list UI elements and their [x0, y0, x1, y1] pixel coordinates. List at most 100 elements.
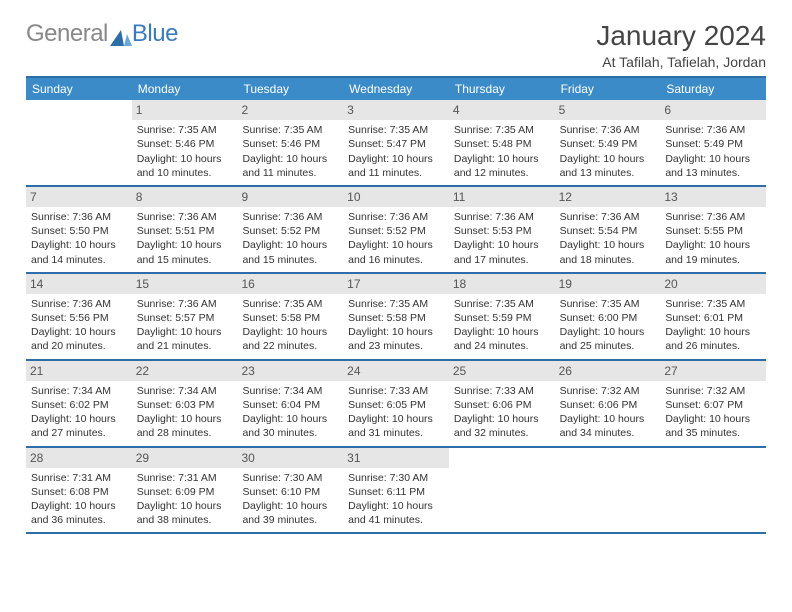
daylight1-text: Daylight: 10 hours: [242, 325, 338, 339]
daylight2-text: and 15 minutes.: [242, 253, 338, 267]
week-row: 21Sunrise: 7:34 AMSunset: 6:02 PMDayligh…: [26, 361, 766, 448]
sunset-text: Sunset: 5:55 PM: [665, 224, 761, 238]
sunrise-text: Sunrise: 7:36 AM: [560, 210, 656, 224]
sunrise-text: Sunrise: 7:32 AM: [560, 384, 656, 398]
daylight2-text: and 13 minutes.: [560, 166, 656, 180]
day-number: 10: [343, 187, 449, 207]
sunrise-text: Sunrise: 7:31 AM: [137, 471, 233, 485]
day-number: 6: [660, 100, 766, 120]
day-number: 27: [660, 361, 766, 381]
day-cell: [26, 100, 132, 185]
daylight1-text: Daylight: 10 hours: [348, 325, 444, 339]
sunset-text: Sunset: 6:00 PM: [560, 311, 656, 325]
day-number: 11: [449, 187, 555, 207]
sunrise-text: Sunrise: 7:34 AM: [31, 384, 127, 398]
sunset-text: Sunset: 5:58 PM: [348, 311, 444, 325]
calendar: Sunday Monday Tuesday Wednesday Thursday…: [26, 76, 766, 534]
weekday-label: Wednesday: [343, 78, 449, 100]
day-number: 14: [26, 274, 132, 294]
day-cell: 22 Sunrise: 7:34 AMSunset: 6:03 PMDayligh…: [132, 361, 238, 446]
sunset-text: Sunset: 5:53 PM: [454, 224, 550, 238]
week-row: 7Sunrise: 7:36 AMSunset: 5:50 PMDaylight…: [26, 187, 766, 274]
day-number: 1: [132, 100, 238, 120]
daylight2-text: and 25 minutes.: [560, 339, 656, 353]
sunrise-text: Sunrise: 7:36 AM: [31, 210, 127, 224]
sunrise-text: Sunrise: 7:30 AM: [242, 471, 338, 485]
day-number: 20: [660, 274, 766, 294]
sunset-text: Sunset: 5:54 PM: [560, 224, 656, 238]
daylight1-text: Daylight: 10 hours: [242, 499, 338, 513]
day-cell: 14Sunrise: 7:36 AMSunset: 5:56 PMDayligh…: [26, 274, 132, 359]
weeks-container: 1Sunrise: 7:35 AMSunset: 5:46 PMDaylight…: [26, 100, 766, 534]
sunset-text: Sunset: 5:49 PM: [560, 137, 656, 151]
location-text: At Tafilah, Tafielah, Jordan: [596, 54, 766, 70]
daylight1-text: Daylight: 10 hours: [137, 499, 233, 513]
daylight1-text: Daylight: 10 hours: [665, 238, 761, 252]
sunset-text: Sunset: 6:06 PM: [454, 398, 550, 412]
sunset-text: Sunset: 6:04 PM: [242, 398, 338, 412]
daylight1-text: Daylight: 10 hours: [454, 325, 550, 339]
day-number: 2: [237, 100, 343, 120]
weekday-label: Saturday: [660, 78, 766, 100]
day-number: 22: [132, 361, 238, 381]
day-number: 30: [237, 448, 343, 468]
sunrise-text: Sunrise: 7:34 AM: [137, 384, 233, 398]
week-row: 28Sunrise: 7:31 AMSunset: 6:08 PMDayligh…: [26, 448, 766, 535]
daylight1-text: Daylight: 10 hours: [242, 412, 338, 426]
sunset-text: Sunset: 6:07 PM: [665, 398, 761, 412]
daylight1-text: Daylight: 10 hours: [454, 412, 550, 426]
daylight1-text: Daylight: 10 hours: [348, 238, 444, 252]
daylight2-text: and 23 minutes.: [348, 339, 444, 353]
day-cell: 9Sunrise: 7:36 AMSunset: 5:52 PMDaylight…: [237, 187, 343, 272]
day-number: 31: [343, 448, 449, 468]
day-number: 24: [343, 361, 449, 381]
daylight2-text: and 11 minutes.: [242, 166, 338, 180]
daylight1-text: Daylight: 10 hours: [560, 152, 656, 166]
daylight1-text: Daylight: 10 hours: [348, 499, 444, 513]
day-cell: 8Sunrise: 7:36 AMSunset: 5:51 PMDaylight…: [132, 187, 238, 272]
day-cell: 28Sunrise: 7:31 AMSunset: 6:08 PMDayligh…: [26, 448, 132, 533]
daylight2-text: and 34 minutes.: [560, 426, 656, 440]
sunset-text: Sunset: 5:56 PM: [31, 311, 127, 325]
day-cell: 24Sunrise: 7:33 AMSunset: 6:05 PMDayligh…: [343, 361, 449, 446]
logo-text-general: General: [26, 20, 108, 48]
day-number: 21: [26, 361, 132, 381]
weekday-label: Friday: [555, 78, 661, 100]
sunrise-text: Sunrise: 7:35 AM: [242, 123, 338, 137]
daylight1-text: Daylight: 10 hours: [137, 238, 233, 252]
sunset-text: Sunset: 6:11 PM: [348, 485, 444, 499]
sunrise-text: Sunrise: 7:36 AM: [242, 210, 338, 224]
sunrise-text: Sunrise: 7:33 AM: [454, 384, 550, 398]
day-cell: 11Sunrise: 7:36 AMSunset: 5:53 PMDayligh…: [449, 187, 555, 272]
sunset-text: Sunset: 6:01 PM: [665, 311, 761, 325]
daylight1-text: Daylight: 10 hours: [560, 412, 656, 426]
sunset-text: Sunset: 5:48 PM: [454, 137, 550, 151]
daylight2-text: and 10 minutes.: [137, 166, 233, 180]
sunset-text: Sunset: 6:05 PM: [348, 398, 444, 412]
day-number: 7: [26, 187, 132, 207]
day-cell: 3Sunrise: 7:35 AMSunset: 5:47 PMDaylight…: [343, 100, 449, 185]
day-cell: [660, 448, 766, 533]
daylight2-text: and 16 minutes.: [348, 253, 444, 267]
daylight2-text: and 22 minutes.: [242, 339, 338, 353]
day-number: 23: [237, 361, 343, 381]
daylight2-text: and 41 minutes.: [348, 513, 444, 527]
daylight2-text: and 36 minutes.: [31, 513, 127, 527]
daylight1-text: Daylight: 10 hours: [137, 412, 233, 426]
day-cell: 2Sunrise: 7:35 AMSunset: 5:46 PMDaylight…: [237, 100, 343, 185]
weekday-label: Monday: [132, 78, 238, 100]
logo-text-blue: Blue: [132, 20, 178, 48]
sunset-text: Sunset: 6:03 PM: [137, 398, 233, 412]
day-number: 15: [132, 274, 238, 294]
day-cell: 17Sunrise: 7:35 AMSunset: 5:58 PMDayligh…: [343, 274, 449, 359]
day-cell: 21Sunrise: 7:34 AMSunset: 6:02 PMDayligh…: [26, 361, 132, 446]
daylight1-text: Daylight: 10 hours: [560, 325, 656, 339]
day-cell: 30Sunrise: 7:30 AMSunset: 6:10 PMDayligh…: [237, 448, 343, 533]
logo: General Blue: [26, 20, 178, 48]
day-cell: 15Sunrise: 7:36 AMSunset: 5:57 PMDayligh…: [132, 274, 238, 359]
daylight2-text: and 13 minutes.: [665, 166, 761, 180]
daylight2-text: and 28 minutes.: [137, 426, 233, 440]
title-block: January 2024 At Tafilah, Tafielah, Jorda…: [596, 20, 766, 70]
sunset-text: Sunset: 6:09 PM: [137, 485, 233, 499]
daylight1-text: Daylight: 10 hours: [665, 412, 761, 426]
